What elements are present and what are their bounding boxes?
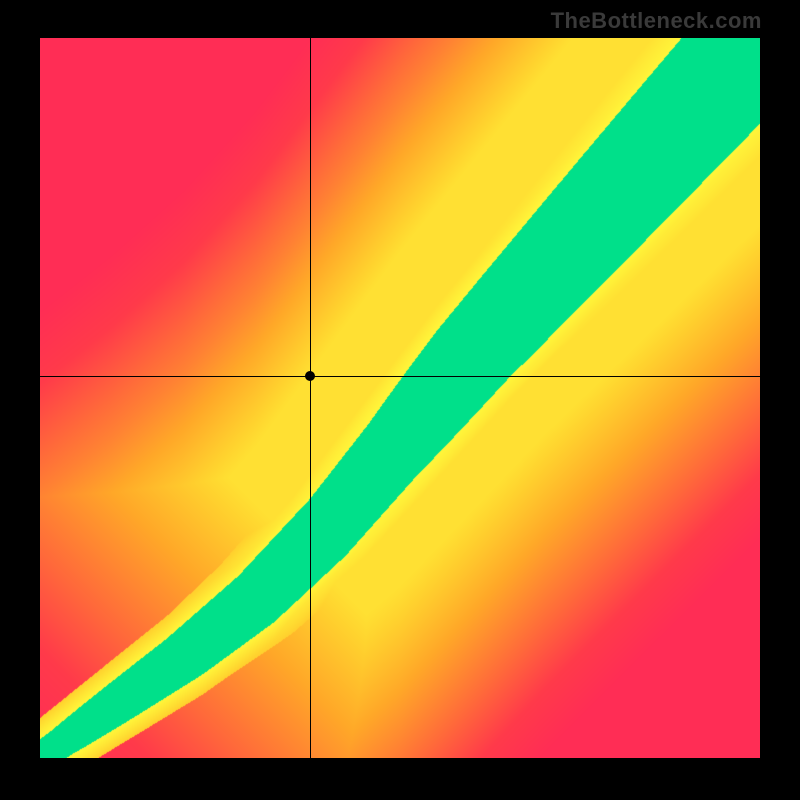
chart-container: { "watermark": "TheBottleneck.com", "cha… [0, 0, 800, 800]
plot-area [40, 38, 760, 758]
crosshair-vertical [310, 38, 311, 758]
crosshair-horizontal [40, 376, 760, 377]
heatmap-canvas [40, 38, 760, 758]
watermark-text: TheBottleneck.com [551, 8, 762, 34]
marker-point [305, 371, 315, 381]
